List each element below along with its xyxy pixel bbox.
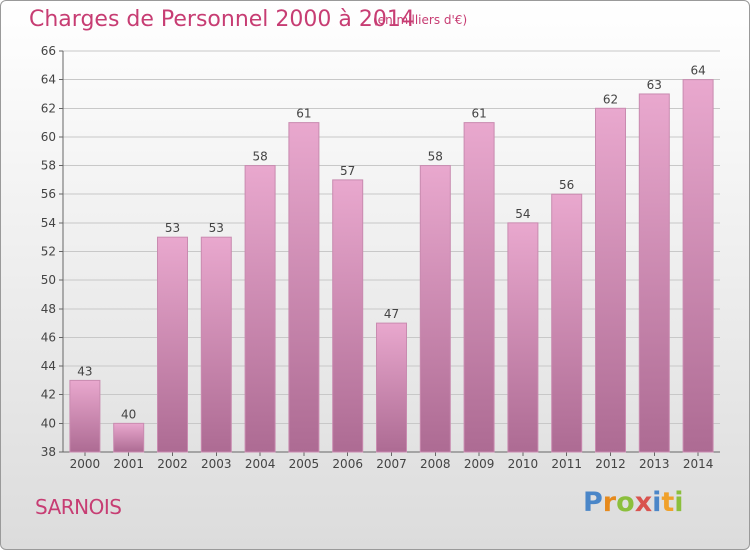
- bar-2012: [595, 107, 626, 453]
- bar-2008: [419, 165, 451, 453]
- bar-2005: [288, 122, 320, 453]
- x-tick-label-2014: 2014: [683, 457, 714, 471]
- x-tick-label-2012: 2012: [595, 457, 626, 471]
- value-label-2009: 61: [471, 107, 486, 121]
- bar-2000: [69, 379, 101, 453]
- y-tick-label: 46: [41, 330, 56, 344]
- value-label-2011: 56: [559, 178, 574, 192]
- chart-title: Charges de Personnel 2000 à 2014: [29, 7, 415, 32]
- value-label-2005: 61: [296, 107, 311, 121]
- value-label-2003: 53: [209, 221, 224, 235]
- x-tick-label-2006: 2006: [332, 457, 363, 471]
- value-label-2001: 40: [121, 407, 136, 421]
- y-tick-label: 52: [41, 245, 56, 259]
- y-tick-label: 58: [41, 159, 56, 173]
- value-label-2010: 54: [515, 207, 530, 221]
- bar-2006: [332, 179, 364, 453]
- x-tick-label-2001: 2001: [113, 457, 144, 471]
- y-tick-label: 40: [41, 416, 56, 430]
- y-tick-label: 56: [41, 187, 56, 201]
- y-tick-label: 48: [41, 302, 56, 316]
- x-tick-label-2011: 2011: [551, 457, 582, 471]
- proxiti-logo: Proxiti: [583, 487, 684, 518]
- bars: [69, 79, 714, 453]
- commune-name: SARNOIS: [35, 495, 122, 519]
- y-tick-label: 60: [41, 130, 56, 144]
- value-label-2004: 58: [252, 150, 267, 164]
- x-tick-label-2010: 2010: [508, 457, 539, 471]
- x-tick-label-2013: 2013: [639, 457, 670, 471]
- bar-2014: [682, 79, 714, 453]
- value-label-2008: 58: [428, 150, 443, 164]
- data-labels: 43 2000 40 2001 53 2002 53 2003 58 2004 61 2005 57 20…: [70, 64, 714, 471]
- bar-2013: [638, 93, 670, 453]
- bar-2010: [507, 222, 539, 453]
- y-tick-label: 64: [41, 73, 56, 87]
- x-tick-label-2007: 2007: [376, 457, 407, 471]
- y-tick-label: 50: [41, 273, 56, 287]
- y-tick-label: 38: [41, 445, 56, 459]
- bar-2011: [551, 193, 583, 453]
- x-tick-label-2003: 2003: [201, 457, 232, 471]
- chart-subtitle: (en milliers d'€): [373, 13, 468, 27]
- bar-2003: [200, 236, 232, 453]
- y-tick-label: 42: [41, 388, 56, 402]
- x-tick-label-2005: 2005: [289, 457, 320, 471]
- x-tick-label-2008: 2008: [420, 457, 451, 471]
- bar-2007: [376, 322, 407, 453]
- value-label-2000: 43: [77, 364, 92, 378]
- y-tick-label: 62: [41, 101, 56, 115]
- y-tick-label: 66: [41, 44, 56, 58]
- bar-2009: [463, 122, 495, 453]
- x-tick-label-2004: 2004: [245, 457, 276, 471]
- value-label-2014: 64: [690, 64, 705, 78]
- value-label-2006: 57: [340, 164, 355, 178]
- x-tick-label-2009: 2009: [464, 457, 495, 471]
- bar-2001: [113, 422, 145, 453]
- value-label-2013: 63: [647, 78, 662, 92]
- x-tick-label-2000: 2000: [70, 457, 101, 471]
- x-tick-label-2002: 2002: [157, 457, 188, 471]
- bar-2002: [157, 236, 188, 453]
- y-tick-label: 54: [41, 216, 56, 230]
- y-tick-label: 44: [41, 359, 56, 373]
- value-label-2012: 62: [603, 92, 618, 106]
- bar-2004: [244, 165, 276, 453]
- value-label-2002: 53: [165, 221, 180, 235]
- value-label-2007: 47: [384, 307, 399, 321]
